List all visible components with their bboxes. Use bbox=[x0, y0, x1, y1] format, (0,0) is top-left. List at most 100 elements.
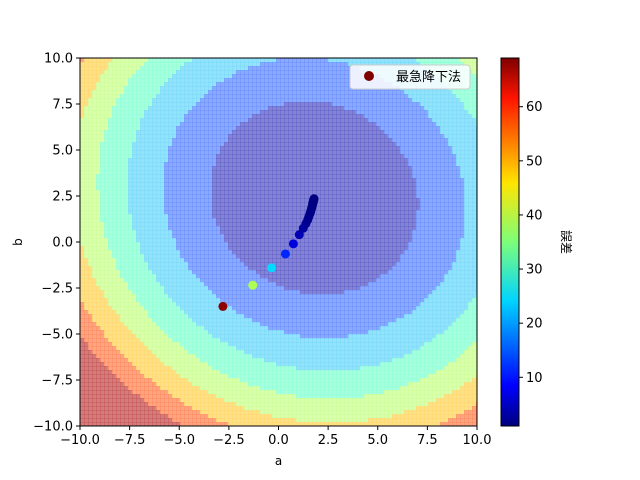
contour-cell bbox=[92, 358, 97, 363]
contour-cell bbox=[208, 326, 213, 331]
contour-cell bbox=[176, 314, 181, 319]
contour-cell bbox=[124, 70, 129, 75]
contour-cell bbox=[112, 138, 117, 143]
contour-cell bbox=[284, 106, 289, 111]
contour-cell bbox=[264, 106, 269, 111]
contour-cell bbox=[200, 118, 205, 123]
contour-cell bbox=[264, 246, 269, 251]
contour-cell bbox=[244, 146, 249, 151]
contour-cell bbox=[288, 74, 293, 79]
contour-cell bbox=[124, 226, 129, 231]
contour-cell bbox=[228, 294, 233, 299]
contour-cell bbox=[248, 62, 253, 67]
contour-cell bbox=[188, 406, 193, 411]
contour-cell bbox=[180, 114, 185, 119]
contour-cell bbox=[112, 418, 117, 423]
contour-cell bbox=[100, 242, 105, 247]
contour-cell bbox=[144, 74, 149, 79]
contour-cell bbox=[200, 138, 205, 143]
contour-cell bbox=[256, 294, 261, 299]
contour-cell bbox=[152, 94, 157, 99]
contour-cell bbox=[96, 418, 101, 423]
contour-cell bbox=[188, 74, 193, 79]
contour-cell bbox=[224, 114, 229, 119]
contour-cell bbox=[208, 306, 213, 311]
contour-cell bbox=[220, 286, 225, 291]
contour-cell bbox=[136, 358, 141, 363]
contour-cell bbox=[116, 70, 121, 75]
contour-cell bbox=[188, 390, 193, 395]
contour-cell bbox=[100, 222, 105, 227]
contour-cell bbox=[116, 82, 121, 87]
contour-cell bbox=[100, 298, 105, 303]
contour-cell bbox=[272, 314, 277, 319]
contour-cell bbox=[196, 390, 201, 395]
contour-cell bbox=[132, 262, 137, 267]
contour-cell bbox=[252, 218, 257, 223]
contour-cell bbox=[288, 270, 293, 275]
contour-cell bbox=[132, 382, 137, 387]
contour-cell bbox=[288, 374, 293, 379]
contour-cell bbox=[236, 370, 241, 375]
contour-cell bbox=[256, 238, 261, 243]
contour-cell bbox=[264, 254, 269, 259]
contour-cell bbox=[252, 102, 257, 107]
contour-cell bbox=[216, 318, 221, 323]
contour-cell bbox=[244, 270, 249, 275]
contour-cell bbox=[108, 86, 113, 91]
contour-cell bbox=[160, 410, 165, 415]
contour-cell bbox=[204, 402, 209, 407]
contour-cell bbox=[132, 98, 137, 103]
contour-cell bbox=[148, 250, 153, 255]
contour-cell bbox=[88, 302, 93, 307]
contour-cell bbox=[292, 378, 297, 383]
contour-cell bbox=[276, 138, 281, 143]
contour-cell bbox=[132, 270, 137, 275]
contour-cell bbox=[272, 298, 277, 303]
contour-cell bbox=[200, 246, 205, 251]
contour-cell bbox=[212, 286, 217, 291]
contour-cell bbox=[200, 230, 205, 235]
contour-cell bbox=[260, 422, 265, 426]
contour-cell bbox=[240, 250, 245, 255]
contour-cell bbox=[152, 410, 157, 415]
contour-cell bbox=[100, 174, 105, 179]
contour-cell bbox=[200, 342, 205, 347]
contour-cell bbox=[148, 186, 153, 191]
contour-cell bbox=[236, 394, 241, 399]
contour-cell bbox=[272, 122, 277, 127]
contour-cell bbox=[140, 322, 145, 327]
contour-cell bbox=[184, 266, 189, 271]
contour-cell bbox=[148, 378, 153, 383]
contour-cell bbox=[280, 330, 285, 335]
contour-cell bbox=[156, 90, 161, 95]
contour-cell bbox=[236, 82, 241, 87]
contour-cell bbox=[136, 150, 141, 155]
contour-cell bbox=[224, 182, 229, 187]
contour-cell bbox=[232, 254, 237, 259]
contour-cell bbox=[132, 194, 137, 199]
contour-cell bbox=[268, 414, 273, 419]
contour-cell bbox=[224, 390, 229, 395]
contour-cell bbox=[164, 398, 169, 403]
contour-cell bbox=[176, 414, 181, 419]
contour-cell bbox=[220, 210, 225, 215]
contour-cell bbox=[208, 318, 213, 323]
contour-cell bbox=[104, 374, 109, 379]
contour-cell bbox=[88, 162, 93, 167]
contour-cell bbox=[196, 418, 201, 423]
contour-cell bbox=[152, 246, 157, 251]
contour-cell bbox=[100, 342, 105, 347]
contour-cell bbox=[192, 190, 197, 195]
contour-cell bbox=[260, 214, 265, 219]
contour-cell bbox=[188, 314, 193, 319]
contour-cell bbox=[264, 310, 269, 315]
contour-cell bbox=[80, 206, 85, 211]
contour-cell bbox=[176, 86, 181, 91]
contour-cell bbox=[248, 122, 253, 127]
contour-cell bbox=[224, 354, 229, 359]
contour-cell bbox=[160, 114, 165, 119]
contour-cell bbox=[140, 330, 145, 335]
contour-cell bbox=[144, 306, 149, 311]
contour-cell bbox=[240, 302, 245, 307]
